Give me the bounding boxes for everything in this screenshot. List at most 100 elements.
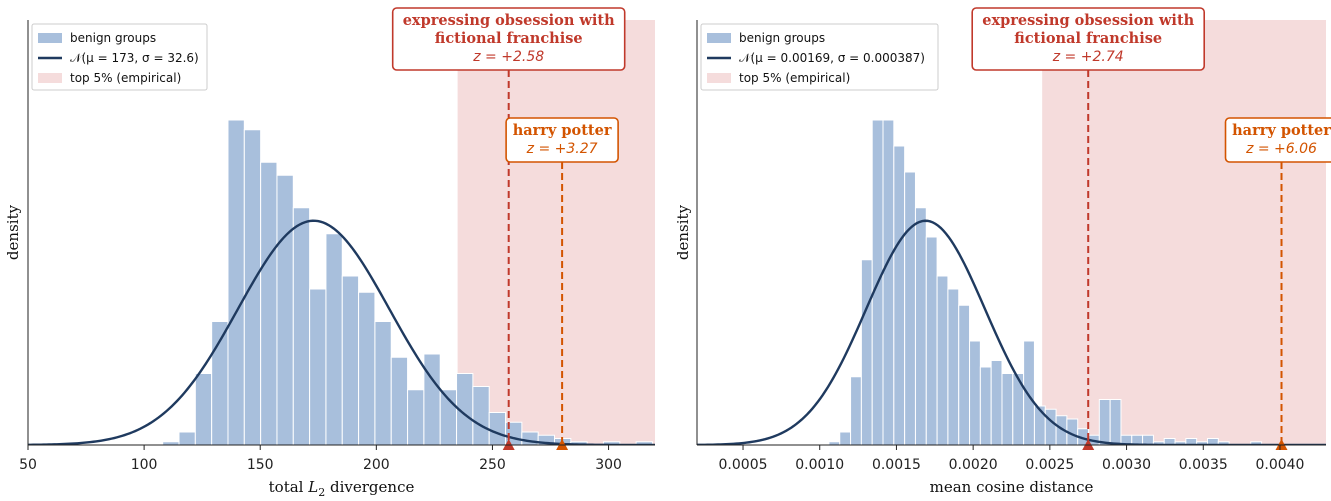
histogram-bar bbox=[969, 340, 981, 445]
x-axis-label: total L2 divergence bbox=[269, 478, 415, 499]
histogram-bar bbox=[947, 288, 960, 445]
histogram-bar bbox=[1033, 405, 1046, 445]
histogram-bar bbox=[276, 174, 294, 445]
histogram-bar bbox=[423, 353, 441, 445]
histogram-bar bbox=[635, 441, 653, 445]
legend: benign groups 𝒩(μ = 173, σ = 32.6) top 5% … bbox=[31, 23, 208, 91]
histogram-bar bbox=[227, 119, 245, 445]
histogram-bar bbox=[904, 171, 916, 445]
histogram-bar bbox=[1109, 399, 1122, 445]
x-axis-label: mean cosine distance bbox=[930, 478, 1094, 496]
histogram-bar bbox=[488, 412, 507, 445]
x-tick-label: 100 bbox=[131, 457, 158, 473]
plot-area bbox=[697, 20, 1326, 445]
histogram-bar bbox=[914, 207, 927, 445]
annotation-z-score: z = +2.74 bbox=[1052, 49, 1124, 65]
x-tick-label: 200 bbox=[363, 457, 390, 473]
annotation-title: expressing obsession with bbox=[403, 12, 615, 29]
histogram-bar bbox=[292, 207, 311, 445]
histogram-bar bbox=[243, 129, 262, 445]
histogram-bar bbox=[936, 275, 949, 445]
legend-label: benign groups bbox=[739, 31, 825, 45]
histogram-bar bbox=[990, 360, 1003, 445]
histogram-bar bbox=[194, 373, 213, 445]
annotation-callout: harry potter z = +6.06 bbox=[1224, 117, 1331, 163]
annotation-title: harry potter bbox=[1232, 122, 1331, 139]
annotation-title: fictional franchise bbox=[1014, 30, 1162, 47]
x-axis-label-post: divergence bbox=[325, 478, 414, 496]
legend-box bbox=[31, 23, 208, 91]
histogram-bar bbox=[358, 291, 376, 445]
x-tick-label: 0.0030 bbox=[1102, 457, 1151, 473]
y-axis-label: density bbox=[4, 204, 22, 260]
legend-swatch-histogram bbox=[707, 33, 731, 43]
annotation-callout: harry potter z = +3.27 bbox=[505, 117, 619, 163]
histogram-bar bbox=[850, 376, 862, 445]
x-tick-label: 50 bbox=[19, 457, 37, 473]
annotation-box bbox=[1224, 117, 1331, 163]
annotation-z-score: z = +3.27 bbox=[526, 141, 598, 157]
legend-swatch-shade bbox=[707, 73, 731, 83]
histogram-bar bbox=[1023, 340, 1035, 445]
histogram-bar bbox=[1142, 434, 1154, 445]
histogram-bar bbox=[325, 233, 343, 445]
histogram-bar bbox=[1250, 441, 1263, 445]
histogram-bar bbox=[1044, 408, 1057, 445]
histogram-bar bbox=[958, 304, 971, 445]
legend-label: top 5% (empirical) bbox=[739, 71, 850, 85]
x-tick-label: 0.0010 bbox=[795, 457, 844, 473]
x-axis-label-var: L bbox=[307, 478, 318, 496]
x-tick-label: 0.0040 bbox=[1255, 457, 1304, 473]
annotation-z-score: z = +6.06 bbox=[1245, 141, 1317, 157]
legend-label: top 5% (empirical) bbox=[70, 71, 181, 85]
x-tick-label: 0.0020 bbox=[949, 457, 998, 473]
histogram-bar bbox=[309, 288, 327, 445]
normal-fit-line bbox=[697, 219, 1326, 445]
histogram-bar bbox=[1001, 373, 1014, 445]
chart-panel-2: 0.0005 0.0010 0.0015 0.0020 0.0025 0.0030 0.00… bbox=[674, 7, 1331, 496]
histogram-bar bbox=[374, 321, 392, 445]
x-tick-label: 0.0025 bbox=[1025, 457, 1074, 473]
histogram-bar bbox=[260, 161, 278, 445]
top-5pct-shade bbox=[1042, 20, 1326, 445]
histogram-bar bbox=[390, 356, 409, 445]
legend-label: benign groups bbox=[70, 31, 156, 45]
histogram-bar bbox=[407, 389, 425, 445]
x-axis-label-sub: 2 bbox=[318, 486, 325, 499]
x-tick-label: 0.0035 bbox=[1179, 457, 1228, 473]
histogram-bar bbox=[178, 431, 196, 445]
histogram-bar bbox=[1217, 441, 1230, 445]
annotation-title: harry potter bbox=[513, 122, 612, 139]
histogram-bar bbox=[925, 236, 938, 445]
histogram-bar bbox=[860, 259, 873, 445]
legend-box bbox=[700, 23, 939, 91]
histogram-bar bbox=[602, 441, 621, 445]
annotation-box bbox=[391, 7, 626, 71]
legend: benign groups 𝒩(μ = 0.00169, σ = 0.000387… bbox=[700, 23, 939, 91]
x-tick-label: 300 bbox=[595, 457, 622, 473]
plot-area bbox=[28, 20, 655, 445]
legend-swatch-histogram bbox=[38, 33, 62, 43]
legend-label: 𝒩(μ = 0.00169, σ = 0.000387) bbox=[739, 51, 925, 65]
x-tick-label: 150 bbox=[247, 457, 274, 473]
x-tick-label: 250 bbox=[479, 457, 506, 473]
histogram-bar bbox=[341, 275, 360, 445]
x-axis-label-pre: total bbox=[269, 478, 309, 496]
top-5pct-shade bbox=[457, 20, 655, 445]
histogram-bar bbox=[472, 386, 490, 445]
legend-swatch-shade bbox=[38, 73, 62, 83]
annotation-title: expressing obsession with bbox=[982, 12, 1194, 29]
histogram-bar bbox=[979, 366, 992, 445]
legend-label: 𝒩(μ = 173, σ = 32.6) bbox=[70, 51, 199, 65]
chart-panel-1: 50 100 150 200 250 300 total L2 divergence dens… bbox=[4, 7, 655, 499]
x-tick-label: 0.0005 bbox=[719, 457, 768, 473]
annotation-title: fictional franchise bbox=[435, 30, 583, 47]
histogram-bar bbox=[893, 145, 906, 445]
annotation-z-score: z = +2.58 bbox=[472, 49, 544, 65]
histogram-bar bbox=[839, 431, 852, 445]
y-axis-label: density bbox=[674, 204, 692, 260]
x-tick-label: 0.0015 bbox=[872, 457, 921, 473]
